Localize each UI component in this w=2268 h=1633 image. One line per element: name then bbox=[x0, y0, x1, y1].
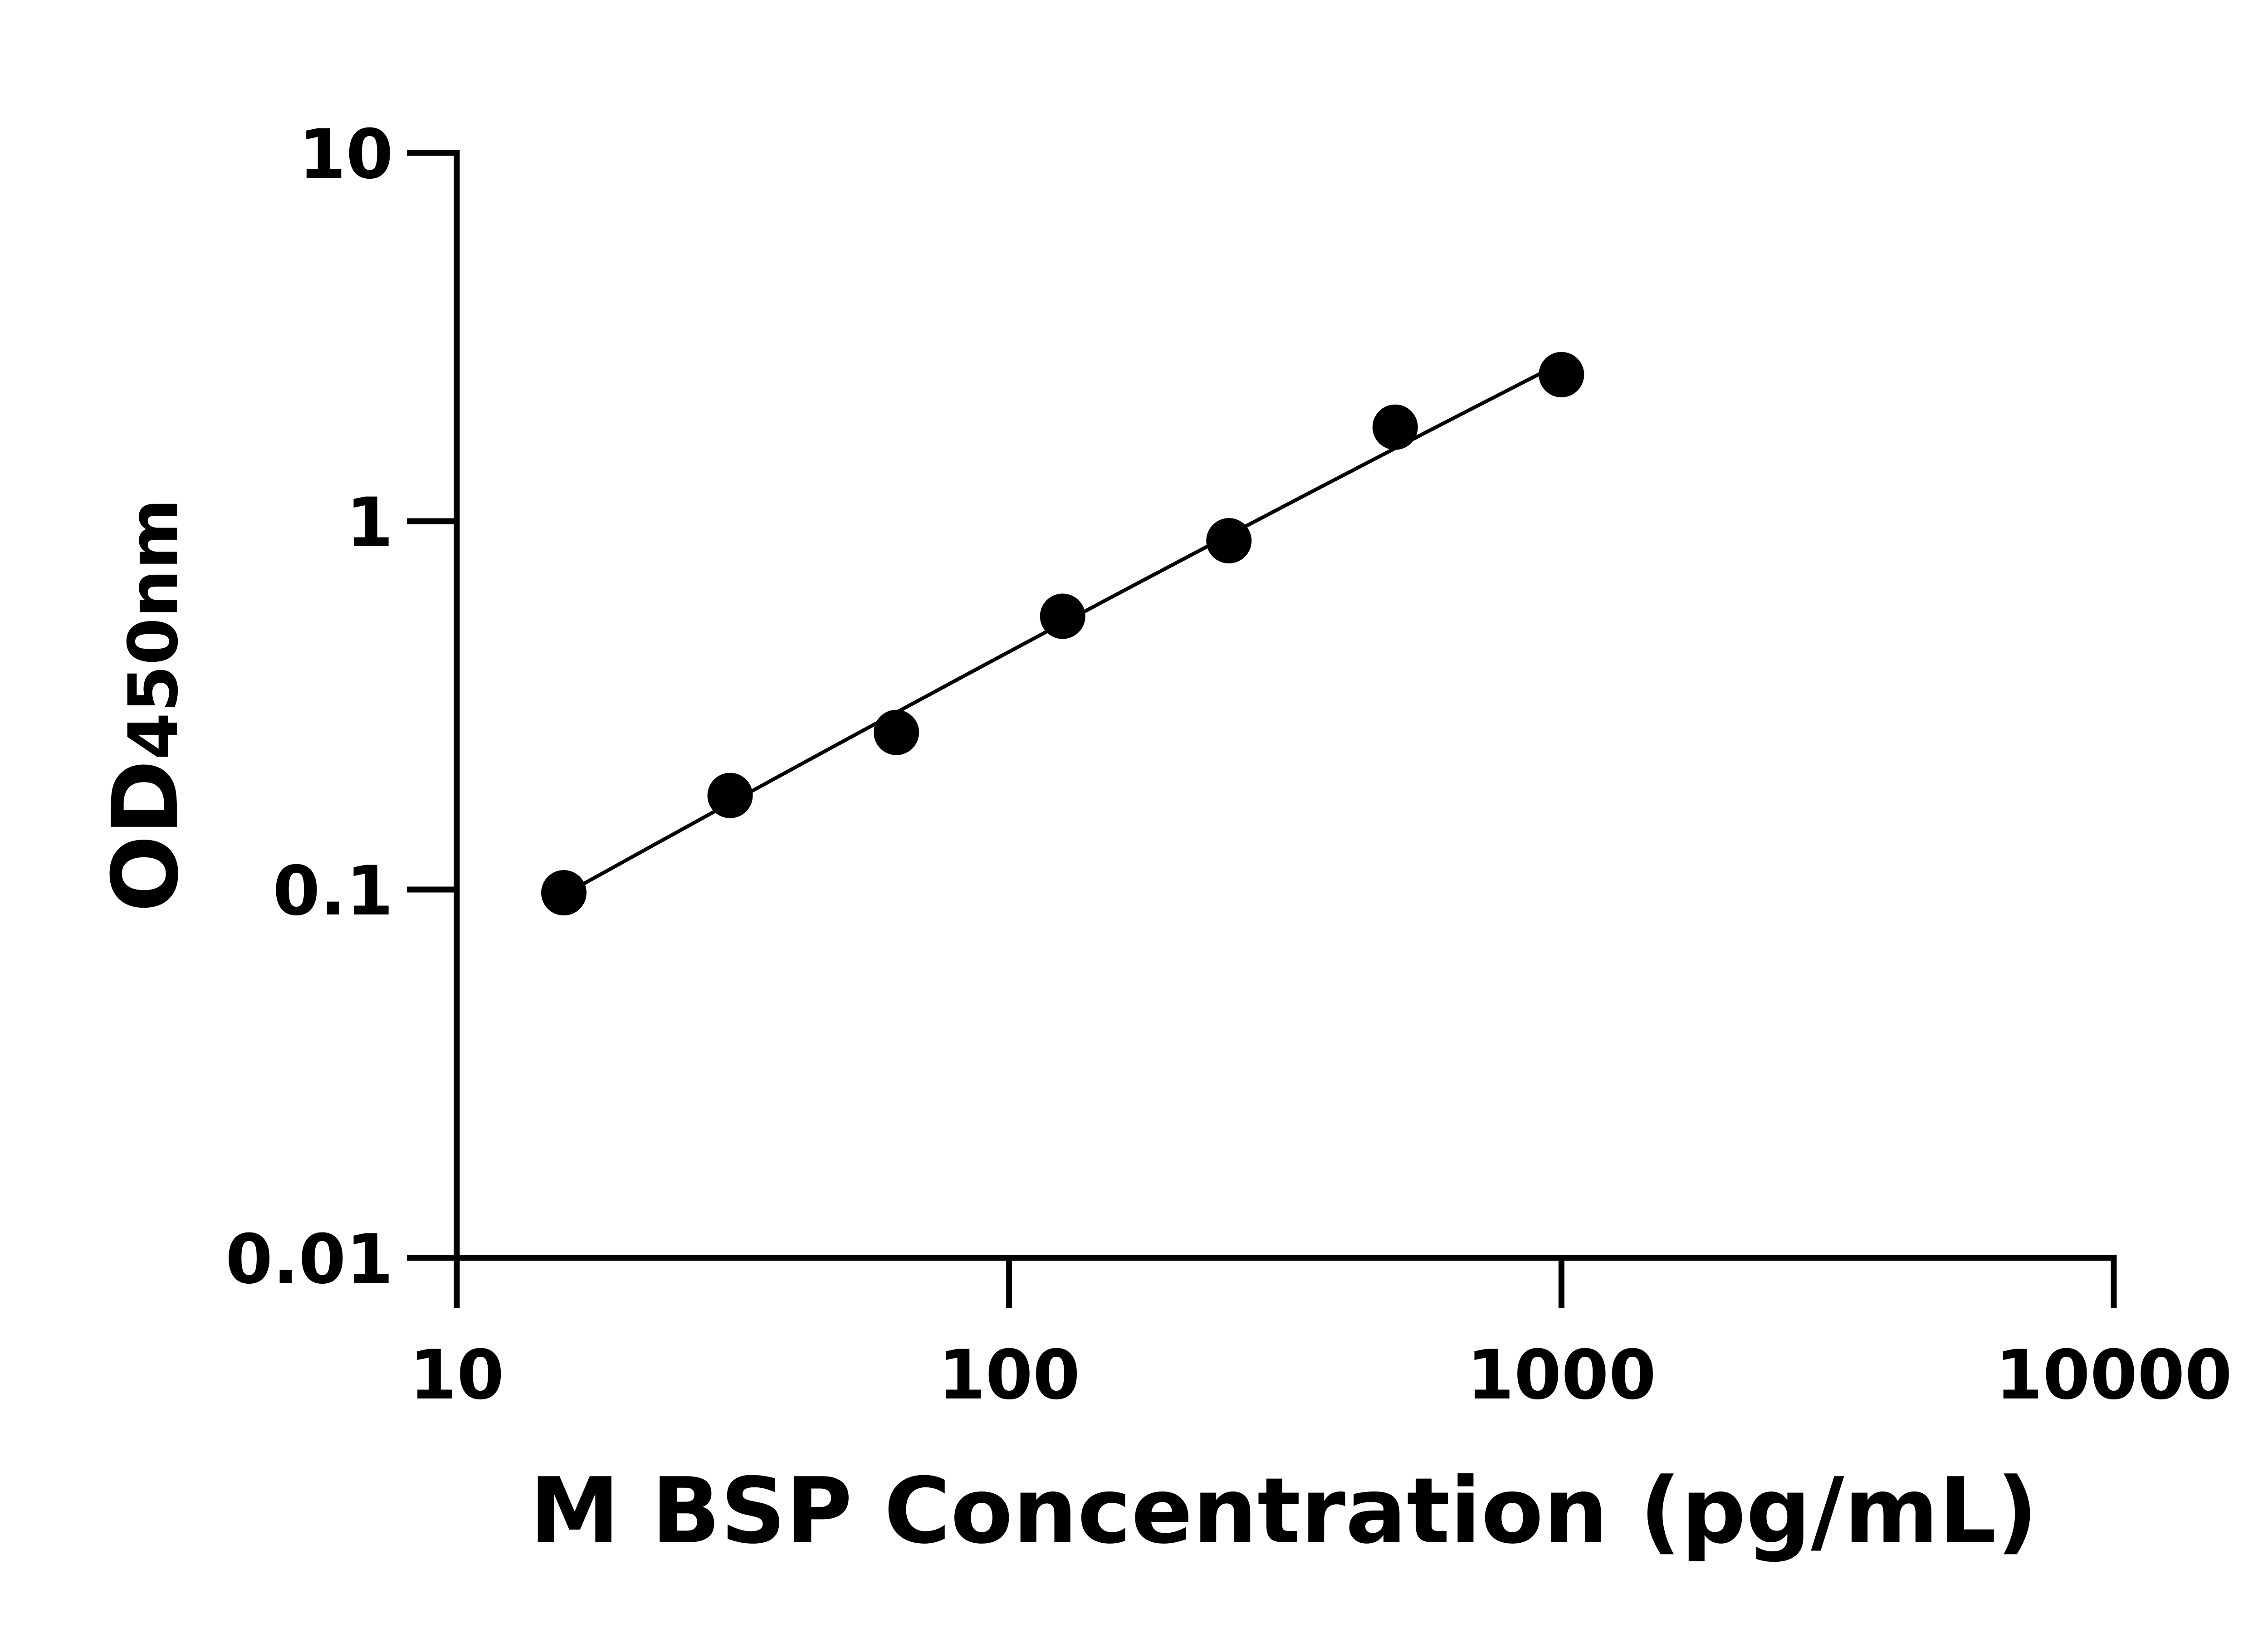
y-tick-label: 10 bbox=[298, 115, 393, 194]
data-point bbox=[874, 709, 919, 755]
y-tick-label: 1 bbox=[346, 484, 393, 562]
y-tick-label: 0.1 bbox=[273, 852, 393, 931]
x-tick-label: 1000 bbox=[1467, 1336, 1656, 1415]
y-axis-title-sub: 450nm bbox=[114, 499, 193, 760]
data-point bbox=[541, 870, 587, 916]
data-point bbox=[1040, 593, 1085, 639]
data-points bbox=[541, 352, 1584, 916]
axes: 10 100 1000 10000 0.01 0.1 1 10 bbox=[225, 115, 2232, 1415]
data-point bbox=[1372, 404, 1418, 450]
y-axis-title: OD450nm bbox=[93, 499, 199, 912]
y-axis-title-main: OD bbox=[93, 760, 199, 912]
x-tick-label: 100 bbox=[938, 1336, 1080, 1415]
data-point bbox=[707, 772, 753, 818]
y-tick-label: 0.01 bbox=[225, 1220, 393, 1299]
data-point bbox=[1539, 352, 1584, 397]
x-axis-title: M BSP Concentration (pg/mL) bbox=[529, 1458, 2038, 1564]
data-point bbox=[1206, 518, 1252, 564]
x-tick-label: 10000 bbox=[1995, 1336, 2232, 1415]
x-tick-label: 10 bbox=[410, 1336, 504, 1415]
